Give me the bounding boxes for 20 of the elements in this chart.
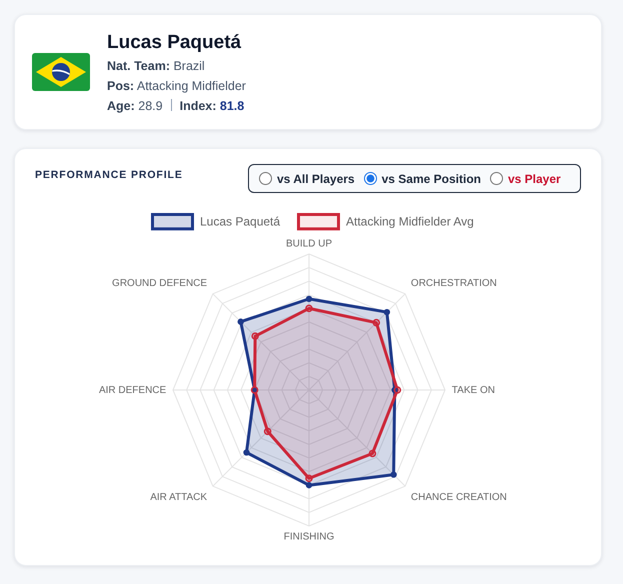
text: Nat. Team: Brazil [107,59,205,73]
spoke-label: FINISHING [284,531,334,542]
spoke-label: AIR ATTACK [150,492,208,503]
spoke-label: CHANCE CREATION [410,492,507,503]
chart-title: PERFORMANCE PROFILE [35,169,183,182]
text: Index: 81.8 [180,99,244,113]
radio-button[interactable] [490,172,503,185]
text: Age: 28.9 [107,99,163,113]
legend-label: Attacking Midfielder Avg [346,214,474,229]
spoke-label: TAKE ON [452,385,495,396]
spoke-label: BUILD UP [286,238,332,250]
spoke-label: GROUND DEFENCE [112,278,208,290]
text: Pos: Attacking Midfielder [107,79,246,93]
spoke-label: AIR DEFENCE [98,385,167,396]
text: Lucas Paquetá [107,32,242,54]
legend-label: Lucas Paquetá [200,214,280,229]
radio-group: vs All Players vs Same Position vs Player [248,164,581,193]
radio-button[interactable] [364,172,377,185]
radio-button[interactable] [259,172,272,185]
spoke-label: ORCHESTRATION [410,278,497,290]
